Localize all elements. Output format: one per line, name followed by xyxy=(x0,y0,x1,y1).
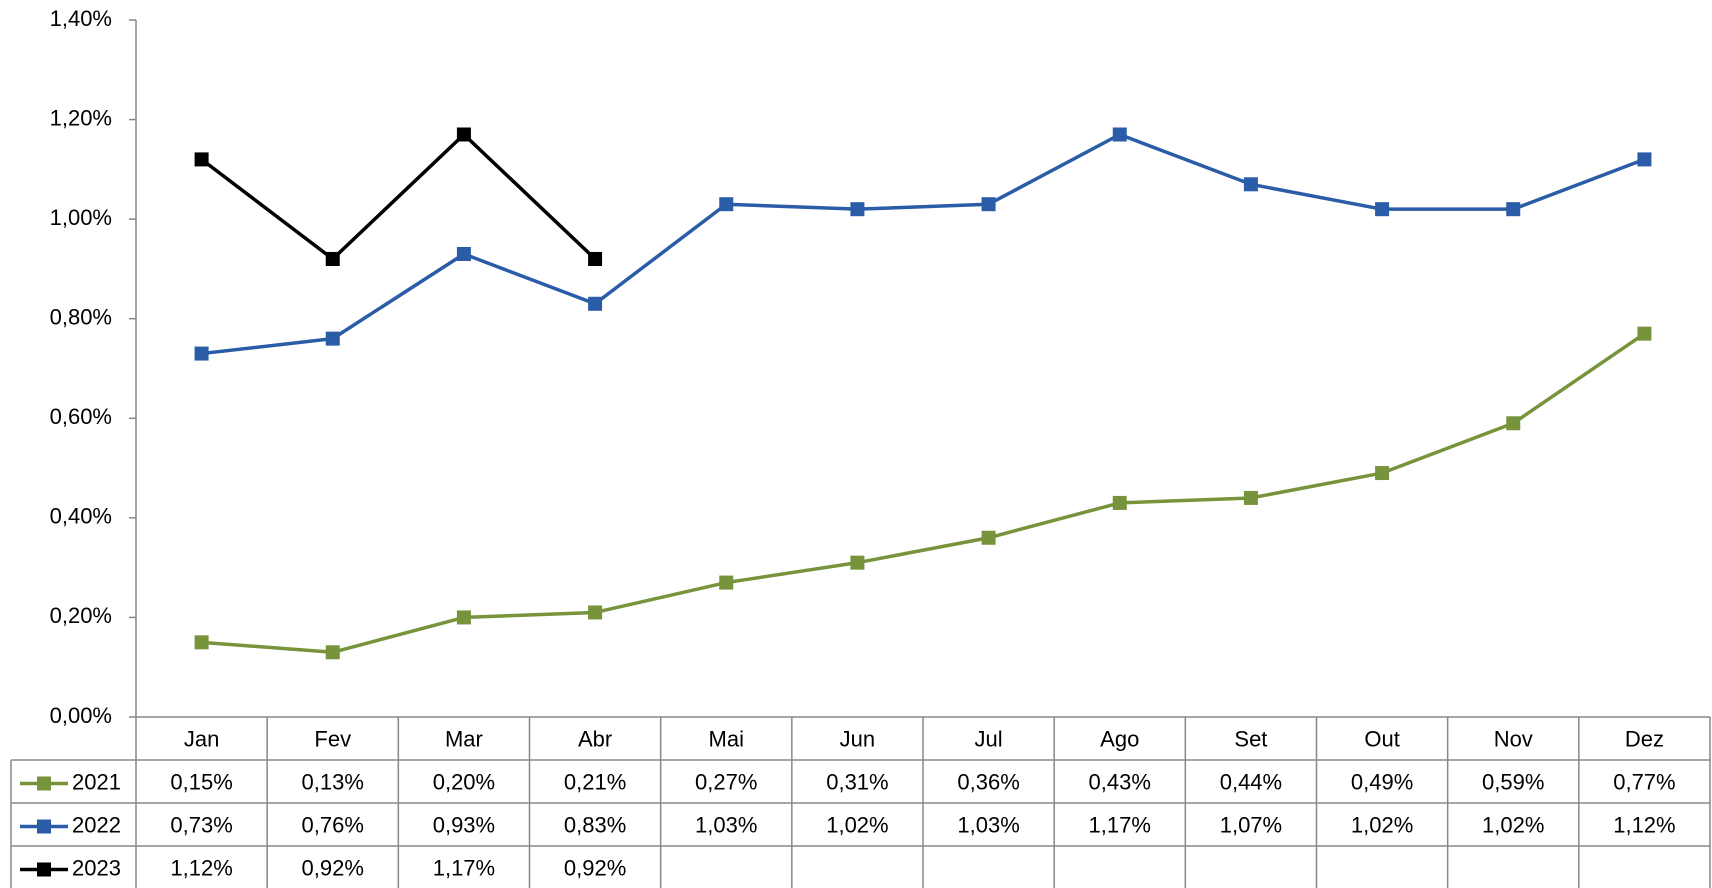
table-value: 0,21% xyxy=(564,769,626,794)
y-tick-label: 1,40% xyxy=(50,6,112,31)
table-value: 0,13% xyxy=(302,769,364,794)
table-value: 0,92% xyxy=(302,855,364,880)
x-tick-label: Ago xyxy=(1100,726,1139,751)
y-tick-label: 1,20% xyxy=(50,105,112,130)
legend-label: 2022 xyxy=(72,812,121,837)
series-line xyxy=(201,332,1646,655)
marker xyxy=(194,346,209,361)
table-value: 1,17% xyxy=(1089,812,1151,837)
table-value: 1,03% xyxy=(695,812,757,837)
marker xyxy=(588,251,603,266)
table-value: 0,83% xyxy=(564,812,626,837)
table-value: 0,15% xyxy=(170,769,232,794)
table-value: 1,02% xyxy=(1351,812,1413,837)
marker xyxy=(1637,326,1652,341)
series-line xyxy=(200,132,597,261)
marker xyxy=(1375,466,1390,481)
x-tick-label: Mai xyxy=(709,726,744,751)
marker xyxy=(588,605,603,620)
table-value: 0,76% xyxy=(302,812,364,837)
legend-label: 2023 xyxy=(72,855,121,880)
legend-marker xyxy=(37,862,51,877)
marker xyxy=(456,246,471,261)
table-value: 0,44% xyxy=(1220,769,1282,794)
table-value: 0,77% xyxy=(1613,769,1675,794)
x-tick-label: Abr xyxy=(578,726,612,751)
marker xyxy=(1506,202,1521,217)
table-value: 0,49% xyxy=(1351,769,1413,794)
table-value: 1,17% xyxy=(433,855,495,880)
table-value: 0,43% xyxy=(1089,769,1151,794)
marker xyxy=(325,645,340,660)
table-value: 0,20% xyxy=(433,769,495,794)
y-tick-label: 0,60% xyxy=(50,404,112,429)
legend-marker xyxy=(37,819,51,834)
y-tick-label: 0,00% xyxy=(50,703,112,728)
marker xyxy=(1243,177,1258,192)
marker xyxy=(325,251,340,266)
marker xyxy=(850,202,865,217)
marker xyxy=(325,331,340,346)
x-tick-label: Out xyxy=(1364,726,1399,751)
y-tick-label: 0,80% xyxy=(50,305,112,330)
x-tick-label: Set xyxy=(1234,726,1267,751)
table-value: 0,36% xyxy=(957,769,1019,794)
marker xyxy=(194,635,209,650)
marker xyxy=(456,610,471,625)
marker xyxy=(588,296,603,311)
x-tick-label: Jun xyxy=(840,726,875,751)
marker xyxy=(1637,152,1652,167)
marker xyxy=(719,197,734,212)
marker xyxy=(1112,127,1127,142)
marker xyxy=(1243,490,1258,505)
table-value: 0,59% xyxy=(1482,769,1544,794)
legend-label: 2021 xyxy=(72,769,121,794)
legend-marker xyxy=(37,776,51,791)
table-value: 0,93% xyxy=(433,812,495,837)
table-value: 1,02% xyxy=(826,812,888,837)
y-tick-label: 1,00% xyxy=(50,205,112,230)
x-tick-label: Dez xyxy=(1625,726,1664,751)
table-value: 0,27% xyxy=(695,769,757,794)
marker xyxy=(719,575,734,590)
y-tick-label: 0,20% xyxy=(50,603,112,628)
table-value: 1,12% xyxy=(1613,812,1675,837)
table-value: 0,31% xyxy=(826,769,888,794)
marker xyxy=(1112,495,1127,510)
table-value: 1,12% xyxy=(170,855,232,880)
table-value: 0,92% xyxy=(564,855,626,880)
table-value: 1,07% xyxy=(1220,812,1282,837)
marker xyxy=(1506,416,1521,431)
x-tick-label: Jul xyxy=(975,726,1003,751)
marker xyxy=(456,127,471,142)
x-tick-label: Nov xyxy=(1494,726,1533,751)
table-value: 1,03% xyxy=(957,812,1019,837)
marker xyxy=(194,152,209,167)
table-value: 1,02% xyxy=(1482,812,1544,837)
marker xyxy=(981,530,996,545)
x-tick-label: Fev xyxy=(314,726,351,751)
series-line xyxy=(201,132,1646,356)
marker xyxy=(1375,202,1390,217)
x-tick-label: Jan xyxy=(184,726,219,751)
y-tick-label: 0,40% xyxy=(50,504,112,529)
table-value: 0,73% xyxy=(170,812,232,837)
marker xyxy=(850,555,865,570)
x-tick-label: Mar xyxy=(445,726,483,751)
marker xyxy=(981,197,996,212)
